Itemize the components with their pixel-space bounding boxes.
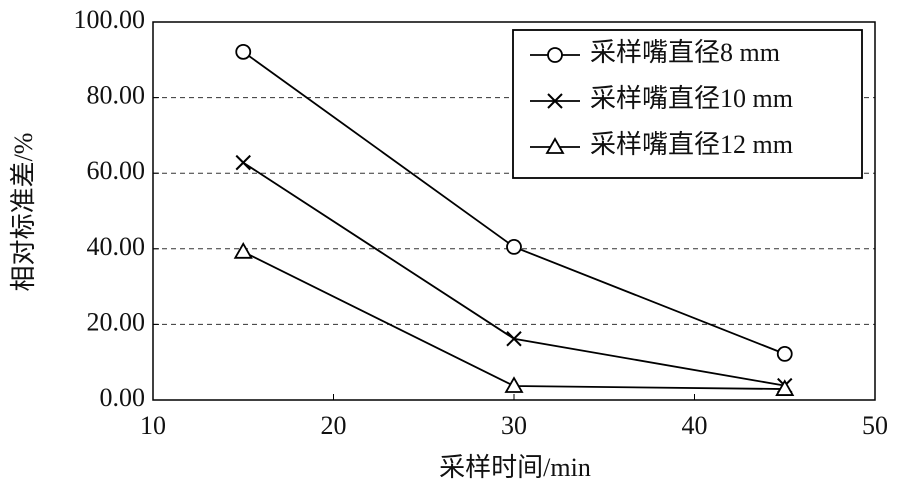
y-tick-label: 100.00: [74, 5, 146, 34]
marker: [547, 47, 563, 63]
y-axis-label: 相对标准差/%: [9, 133, 38, 292]
marker: [235, 43, 252, 60]
marker: [506, 239, 522, 255]
marker: [545, 137, 565, 154]
y-tick-label: 80.00: [87, 81, 146, 110]
legend-label: 采样嘴直径10 mm: [590, 84, 793, 113]
x-tick-label: 10: [140, 411, 166, 440]
marker: [233, 242, 253, 259]
marker: [775, 379, 795, 396]
marker: [776, 345, 793, 362]
legend-label: 采样嘴直径12 mm: [590, 130, 793, 159]
legend-label: 采样嘴直径8 mm: [590, 38, 780, 67]
y-tick-label: 0.00: [100, 383, 146, 412]
y-tick-label: 40.00: [87, 232, 146, 261]
x-tick-label: 40: [682, 411, 708, 440]
x-tick-label: 20: [321, 411, 347, 440]
x-axis-label: 采样时间/min: [439, 453, 591, 482]
marker: [504, 376, 524, 393]
y-tick-label: 20.00: [87, 307, 146, 336]
series-line: [242, 251, 785, 390]
marker: [547, 93, 563, 109]
marker: [235, 154, 251, 171]
series-line: [242, 161, 785, 387]
y-tick-label: 60.00: [87, 156, 146, 185]
plot-frame: [152, 21, 876, 401]
marker: [506, 331, 522, 347]
x-tick-label: 30: [501, 411, 527, 440]
x-tick-label: 50: [862, 411, 888, 440]
